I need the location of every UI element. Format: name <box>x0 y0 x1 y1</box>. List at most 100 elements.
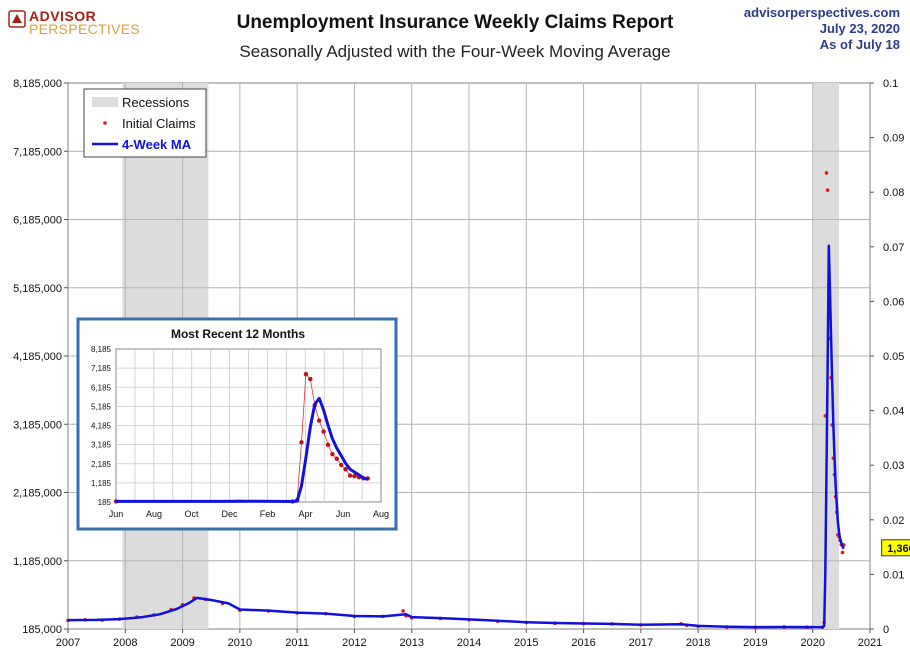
inset-title: Most Recent 12 Months <box>171 327 305 341</box>
logo-line-2: PERSPECTIVES <box>29 21 140 37</box>
inset-data-point-initial-claims <box>347 473 353 478</box>
legend-swatch-recessions <box>92 97 118 107</box>
y2-tick-label: 0.01 <box>883 569 904 581</box>
inset-x-tick-label: Dec <box>222 509 239 519</box>
inset-x-tick-label: Feb <box>260 509 276 519</box>
series-layer <box>66 171 846 630</box>
x-tick-label: 2013 <box>399 637 423 649</box>
inset-data-point-initial-claims <box>343 467 348 472</box>
inset-x-tick-label: Jun <box>336 509 351 519</box>
y2-tick-label: 0.1 <box>883 78 898 90</box>
inset-series-line-4-week-ma <box>116 396 369 503</box>
inset-y-tick-label: 4,185 <box>91 422 112 431</box>
y2-tick-label: 0.07 <box>883 242 904 254</box>
logo-line-1: ADVISOR <box>29 8 97 24</box>
inset-data-point-initial-claims <box>334 456 340 461</box>
logo-mark-icon <box>8 10 26 28</box>
y2-tick-label: 0.05 <box>883 351 904 363</box>
y-axis: 185,000 1,185,000 2,185,000 3,185,000 4,185,… <box>13 78 68 636</box>
inset-y-tick-label: 7,185 <box>91 364 112 373</box>
y-tick-label: 8,185,000 <box>13 78 62 90</box>
inset-data-point-initial-claims <box>339 462 344 468</box>
x-tick-label: 2010 <box>228 637 252 649</box>
as-of-date: As of July 18 <box>819 37 900 52</box>
source-site: advisorperspectives.com <box>743 5 900 20</box>
y2-tick-label: 0.06 <box>883 296 904 308</box>
report-date: July 23, 2020 <box>819 21 900 36</box>
inset-y-axis: 185 1,185 2,185 3,185 4,185 5,185 6,185 7,185 8,… <box>91 345 112 507</box>
y-tick-label: 2,185,000 <box>13 488 62 500</box>
legend-label-initial-claims: Initial Claims <box>122 116 196 131</box>
latest-value-callout: 1,360,250 <box>881 539 910 557</box>
inset-y-tick-label: 3,185 <box>91 441 112 450</box>
inset-y-tick-label: 1,185 <box>91 479 112 488</box>
y-tick-label: 4,185,000 <box>13 351 62 363</box>
x-tick-label: 2008 <box>113 637 137 649</box>
y-tick-label: 7,185,000 <box>13 146 62 158</box>
secondary-y-axis: 0 0.01 0.02 0.03 0.04 0.05 0.06 0.07 0.08 0.09 0.1 <box>870 78 904 636</box>
chart-subtitle: Seasonally Adjusted with the Four-Week M… <box>239 42 671 61</box>
legend: Recessions Initial Claims 4-Week MA <box>83 88 207 158</box>
inset-x-tick-label: Oct <box>185 509 200 519</box>
inset-grid-lines <box>116 349 381 502</box>
x-tick-label: 2012 <box>342 637 366 649</box>
legend-label-4-week-ma: 4-Week MA <box>122 137 192 152</box>
inset-data-point-initial-claims <box>299 440 304 445</box>
x-axis: 2007 2008 2009 2010 2011 2012 2013 2014 2015 2016… <box>56 629 882 649</box>
x-tick-label: 2014 <box>457 637 481 649</box>
inset-y-tick-label: 8,185 <box>91 345 112 354</box>
callout-label: 1,360,250 <box>887 543 910 555</box>
y-tick-label: 185,000 <box>22 624 62 636</box>
x-tick-label: 2018 <box>686 637 710 649</box>
x-tick-label: 2015 <box>514 637 538 649</box>
inset-y-tick-label: 5,185 <box>91 402 112 411</box>
inset-data-point-initial-claims <box>321 429 326 434</box>
y2-tick-label: 0.08 <box>883 187 904 199</box>
y-tick-label: 3,185,000 <box>13 419 62 431</box>
x-tick-label: 2011 <box>285 637 309 649</box>
x-tick-label: 2021 <box>858 637 882 649</box>
chart-title: Unemployment Insurance Weekly Claims Rep… <box>236 12 674 33</box>
y-tick-label: 5,185,000 <box>13 283 62 295</box>
y2-tick-label: 0.03 <box>883 460 904 472</box>
inset-x-axis: Jun Aug Oct Dec Feb Apr Jun Aug <box>109 509 389 519</box>
inset-y-tick-label: 185 <box>98 498 112 507</box>
inset-y-tick-label: 6,185 <box>91 383 112 392</box>
series-line-4-week-ma <box>67 244 845 629</box>
inset-data-point-initial-claims <box>303 372 309 377</box>
x-tick-label: 2019 <box>743 637 767 649</box>
y-tick-label: 1,185,000 <box>13 556 62 568</box>
callout-box <box>881 539 910 557</box>
legend-swatch-initial-claims <box>103 121 107 125</box>
data-point-initial-claims <box>825 188 830 192</box>
y2-tick-label: 0 <box>883 624 889 636</box>
legend-label-recessions: Recessions <box>122 95 190 110</box>
inset-data-point-initial-claims <box>308 376 313 382</box>
x-tick-label: 2009 <box>170 637 194 649</box>
inset-x-tick-label: Apr <box>298 509 312 519</box>
inset-data-point-initial-claims <box>330 451 335 457</box>
inset-data-point-initial-claims <box>316 418 322 423</box>
inset-chart: Most Recent 12 Months 185 1,185 2,185 3,185… <box>76 317 398 531</box>
data-point-initial-claims <box>401 609 405 613</box>
x-tick-label: 2016 <box>571 637 595 649</box>
inset-x-tick-label: Jun <box>109 509 124 519</box>
inset-data-point-initial-claims <box>325 442 331 447</box>
y2-tick-label: 0.04 <box>883 406 904 418</box>
inset-x-tick-label: Aug <box>373 509 389 519</box>
x-tick-label: 2007 <box>56 637 80 649</box>
advisor-perspectives-logo: ADVISOR PERSPECTIVES <box>8 8 140 38</box>
inset-data-point-initial-claims <box>352 473 357 479</box>
source-block: advisorperspectives.com July 23, 2020 As… <box>744 5 900 53</box>
x-tick-label: 2020 <box>800 637 824 649</box>
inset-x-tick-label: Aug <box>146 509 162 519</box>
data-point-initial-claims <box>824 171 829 175</box>
y2-tick-label: 0.02 <box>883 515 904 527</box>
data-point-initial-claims <box>840 550 845 555</box>
inset-y-tick-label: 2,185 <box>91 460 112 469</box>
x-tick-label: 2017 <box>629 637 653 649</box>
y-tick-label: 6,185,000 <box>13 215 62 227</box>
inset-series-layer <box>113 372 370 504</box>
y2-tick-label: 0.09 <box>883 133 904 145</box>
